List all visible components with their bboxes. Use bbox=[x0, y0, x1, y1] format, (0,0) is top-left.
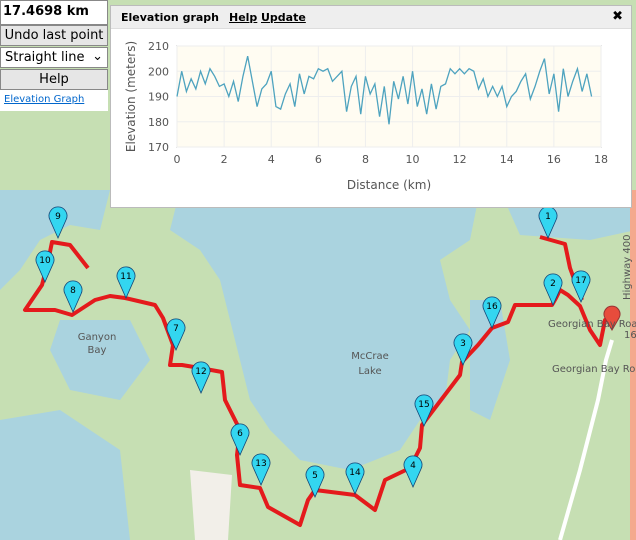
route-marker[interactable]: 12 bbox=[191, 361, 211, 394]
route-marker[interactable]: 6 bbox=[230, 423, 250, 456]
map-label: Georgian Bay Road bbox=[548, 319, 636, 330]
route-marker[interactable]: 11 bbox=[116, 266, 136, 299]
marker-label: 4 bbox=[410, 461, 416, 471]
map-label: Highway 400 bbox=[622, 235, 633, 300]
marker-pin bbox=[482, 296, 502, 329]
marker-pin bbox=[403, 455, 423, 488]
marker-label: 8 bbox=[70, 286, 76, 296]
help-link[interactable]: Help bbox=[229, 11, 258, 24]
water bbox=[0, 410, 130, 540]
water bbox=[0, 190, 110, 290]
marker-pin bbox=[166, 318, 186, 351]
y-tick-label: 170 bbox=[148, 141, 169, 154]
marker-label: 9 bbox=[55, 212, 61, 222]
x-tick-label: 12 bbox=[453, 153, 467, 166]
marker-label: 1 bbox=[545, 212, 551, 222]
x-tick-label: 18 bbox=[594, 153, 608, 166]
elevation-chart: 170 180 190 200 210 0 2 4 6 8 10 12 14 16 18 Distance (… bbox=[124, 40, 608, 192]
x-tick-label: 6 bbox=[315, 153, 322, 166]
x-tick-label: 0 bbox=[174, 153, 181, 166]
marker-pin bbox=[230, 423, 250, 456]
elevation-panel: 170 180 190 200 210 0 2 4 6 8 10 12 14 16 18 Distance (… bbox=[110, 5, 632, 208]
marker-label: 14 bbox=[349, 468, 361, 478]
x-tick-label: 16 bbox=[547, 153, 561, 166]
help-button[interactable]: Help bbox=[0, 69, 108, 90]
y-axis-label: Elevation (meters) bbox=[124, 41, 138, 152]
route-marker[interactable]: 5 bbox=[305, 465, 325, 498]
route-marker[interactable]: 17 bbox=[571, 270, 591, 303]
undo-button[interactable]: Undo last point bbox=[0, 25, 108, 46]
route-marker[interactable]: 16 bbox=[482, 296, 502, 329]
map-label: McCrae bbox=[351, 351, 389, 362]
marker-pin bbox=[345, 462, 365, 495]
mode-select[interactable]: Straight line ⌄ bbox=[0, 47, 108, 68]
mode-value: Straight line bbox=[5, 50, 85, 65]
link-text[interactable]: Elevation Graph bbox=[4, 94, 85, 105]
route-marker[interactable]: 7 bbox=[166, 318, 186, 351]
distance: 17.4698 km bbox=[0, 0, 108, 25]
route-marker[interactable]: 13 bbox=[251, 453, 271, 486]
x-tick-label: 2 bbox=[221, 153, 228, 166]
marker-label: 11 bbox=[120, 272, 131, 282]
marker-pin bbox=[571, 270, 591, 303]
map-label: Georgian Bay Road bbox=[552, 364, 636, 375]
water bbox=[470, 300, 510, 420]
water bbox=[170, 190, 480, 470]
x-tick-label: 8 bbox=[362, 153, 369, 166]
marker-label: 12 bbox=[195, 367, 206, 377]
route-marker[interactable]: 8 bbox=[63, 280, 83, 313]
marker-label: 15 bbox=[418, 400, 429, 410]
update-link[interactable]: Update bbox=[261, 11, 306, 24]
marker-pin bbox=[414, 394, 434, 427]
route-marker[interactable]: 14 bbox=[345, 462, 365, 495]
route-marker[interactable]: 15 bbox=[414, 394, 434, 427]
end-marker[interactable] bbox=[603, 305, 621, 331]
panel-title: Elevation graph bbox=[121, 11, 220, 24]
marker-label: 3 bbox=[460, 339, 466, 349]
x-axis-label: Distance (km) bbox=[347, 178, 431, 192]
elevation-line bbox=[176, 55, 593, 125]
x-tick-label: 10 bbox=[406, 153, 420, 166]
route-marker[interactable]: 10 bbox=[35, 250, 55, 283]
elevation-link[interactable]: Elevation Graph bbox=[0, 90, 108, 111]
marker-label: 17 bbox=[575, 276, 586, 286]
arrow: ⌄ bbox=[92, 49, 103, 64]
marker-label: 5 bbox=[312, 471, 318, 481]
road bbox=[558, 339, 614, 540]
water bbox=[50, 320, 150, 400]
marker-pin bbox=[305, 465, 325, 498]
marker-pin bbox=[453, 333, 473, 366]
marker-pin bbox=[543, 273, 563, 306]
marker-pin bbox=[251, 453, 271, 486]
y-tick-label: 190 bbox=[148, 91, 169, 104]
x-tick-label: 4 bbox=[268, 153, 275, 166]
marker-pin bbox=[63, 280, 83, 313]
y-tick-label: 200 bbox=[148, 65, 169, 78]
marker-pin bbox=[116, 266, 136, 299]
marker-label: 10 bbox=[39, 256, 51, 266]
y-tick-label: 180 bbox=[148, 116, 169, 129]
map-label: Lake bbox=[358, 366, 381, 377]
marker-pin bbox=[35, 250, 55, 283]
x-tick-label: 14 bbox=[500, 153, 514, 166]
marker-label: 13 bbox=[255, 459, 266, 469]
marker-pin bbox=[48, 206, 68, 239]
y-tick-label: 210 bbox=[148, 40, 169, 53]
rock bbox=[190, 470, 232, 540]
route-marker[interactable]: 3 bbox=[453, 333, 473, 366]
route-marker[interactable]: 9 bbox=[48, 206, 68, 239]
route-marker[interactable]: 4 bbox=[403, 455, 423, 488]
marker-label: 6 bbox=[237, 429, 243, 439]
map-label: 16 bbox=[624, 330, 636, 341]
map-label: Ganyon bbox=[78, 332, 117, 343]
marker-label: 7 bbox=[173, 324, 179, 334]
marker-pin bbox=[191, 361, 211, 394]
marker-label: 16 bbox=[486, 302, 498, 312]
route-marker[interactable]: 2 bbox=[543, 273, 563, 306]
marker-label: 2 bbox=[550, 279, 556, 289]
close-button[interactable]: ✖ bbox=[612, 9, 623, 24]
title-bar: Elevation graph Help Update ✖ bbox=[111, 6, 631, 29]
map-label: Bay bbox=[88, 345, 107, 356]
